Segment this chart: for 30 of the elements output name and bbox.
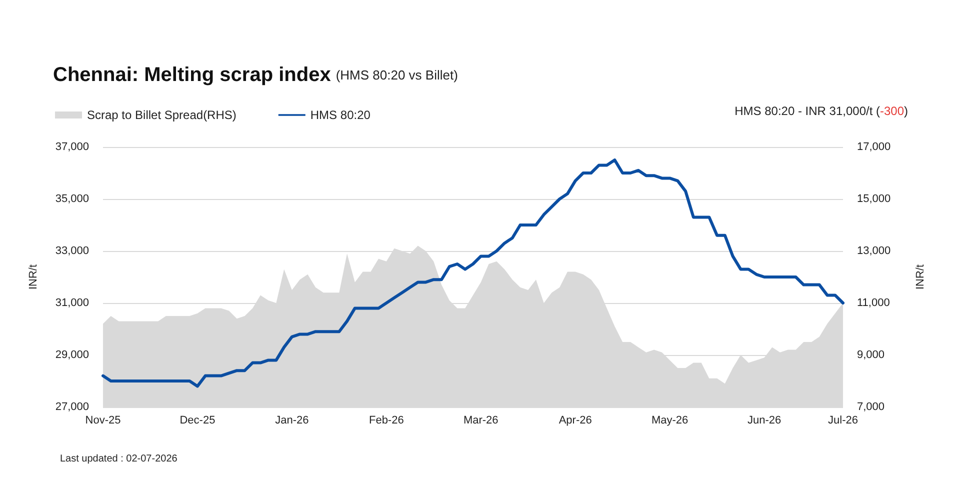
- x-tick-label: Dec-25: [180, 414, 216, 426]
- y-tick-label: 27,000: [55, 401, 89, 413]
- x-tick-label: Apr-26: [558, 414, 592, 426]
- x-tick-label: Feb-26: [368, 414, 404, 426]
- y2-tick-label: 17,000: [857, 141, 891, 153]
- y-tick-label: 33,000: [55, 245, 89, 257]
- text: HMS 80:20 - INR 31,000/t (-300): [734, 104, 908, 118]
- legend-label: Scrap to Billet Spread(RHS): [87, 108, 236, 122]
- y-tick-label: 37,000: [55, 141, 89, 153]
- chart-subtitle: (HMS 80:20 vs Billet): [336, 68, 458, 82]
- legend-label: HMS 80:20: [310, 108, 371, 122]
- y-tick-label: 35,000: [55, 193, 89, 205]
- text: Last updated : 02-07-2026: [60, 454, 178, 464]
- y2-axis-title: INR/t: [914, 264, 926, 290]
- chart-title: Chennai: Melting scrap index: [53, 64, 331, 86]
- x-tick-label: May-26: [651, 414, 688, 426]
- y2-tick-label: 11,000: [857, 297, 890, 309]
- line-series: [102, 158, 844, 388]
- x-tick-label: Nov-25: [85, 414, 121, 426]
- y2-tick-label: 9,000: [857, 349, 885, 361]
- y-axis-title: INR/t: [28, 264, 40, 290]
- x-tick-label: Jun-26: [747, 414, 782, 426]
- x-tick-label: Jan-26: [275, 414, 309, 426]
- y2-tick-label: 13,000: [857, 245, 891, 257]
- x-tick-label: Mar-26: [463, 414, 498, 426]
- y2-tick-label: 15,000: [857, 193, 891, 205]
- y2-tick-label: 7,000: [857, 401, 885, 413]
- y-tick-label: 29,000: [55, 349, 89, 361]
- x-tick-label: Jul-26: [828, 414, 858, 426]
- y-tick-label: 31,000: [55, 297, 89, 309]
